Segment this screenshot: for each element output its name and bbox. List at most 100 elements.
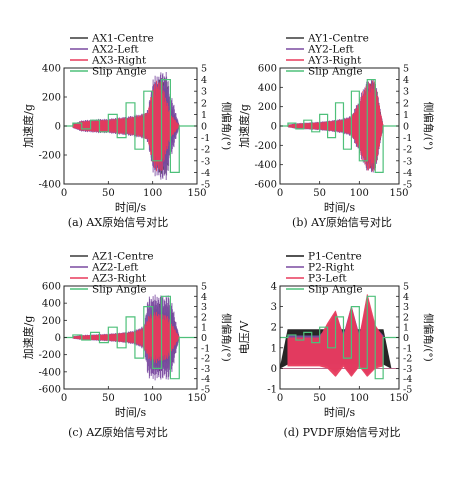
left-tick-label: 2: [271, 323, 277, 334]
right-tick-label: 5: [201, 282, 207, 293]
plot-area-b: [280, 79, 399, 173]
series-az3-right: [64, 311, 197, 364]
right-tick-label: 0: [403, 122, 409, 133]
legend-label: Slip Angle: [308, 66, 363, 78]
panel-caption: (a) AX原始信号对比: [68, 215, 168, 229]
right-tick-label: 2: [201, 312, 207, 323]
right-tick-label: 2: [403, 312, 409, 323]
slip-angle-line: [64, 295, 197, 380]
slip-angle-line: [280, 295, 399, 380]
x-tick-label: 150: [389, 188, 408, 199]
left-tick-label: -400: [39, 367, 61, 378]
x-tick-label: 150: [389, 393, 408, 404]
left-tick-label: -600: [255, 180, 277, 191]
legend-label: AY3-Right: [307, 55, 362, 67]
plot-area-c: [64, 294, 197, 381]
right-tick-label: -4: [403, 168, 412, 179]
plot-area-d: [280, 294, 399, 380]
left-tick-label: 3: [271, 302, 277, 313]
left-tick-label: 600: [258, 64, 277, 75]
legend-label: P1-Centre: [308, 251, 362, 263]
legend-label: Slip Angle: [92, 284, 147, 296]
x-tick-label: 100: [350, 188, 369, 199]
right-tick-label: -2: [403, 145, 412, 156]
x-tick-label: 100: [143, 393, 162, 404]
right-tick-label: 3: [201, 302, 207, 313]
x-axis-label: 时间/s: [115, 406, 147, 419]
y-axis-label-left: 加速度/g: [21, 104, 35, 148]
right-tick-label: 5: [403, 64, 409, 75]
x-tick-label: 0: [277, 393, 283, 404]
y-axis-label-left: 加速度/g: [237, 104, 251, 148]
legend-label: AZ3-Right: [91, 273, 147, 285]
series-ay3-right: [280, 80, 399, 172]
right-tick-label: 5: [201, 64, 207, 75]
legend-label: AX2-Left: [91, 44, 139, 56]
right-tick-label: -5: [403, 180, 412, 191]
left-tick-label: 1: [271, 343, 277, 354]
left-tick-label: -400: [39, 180, 61, 191]
left-tick-label: 0: [271, 122, 277, 133]
x-tick-label: 150: [187, 188, 206, 199]
x-tick-label: 50: [102, 188, 115, 199]
right-tick-label: 0: [201, 122, 207, 133]
right-tick-label: -2: [403, 354, 412, 365]
right-tick-label: 0: [403, 333, 409, 344]
x-tick-label: 50: [313, 393, 326, 404]
right-tick-label: 2: [403, 98, 409, 109]
right-tick-label: 4: [201, 75, 207, 86]
left-tick-label: 400: [42, 299, 61, 310]
x-tick-label: 100: [350, 393, 369, 404]
right-tick-label: 1: [201, 110, 207, 121]
y-axis-label-left: 电压/V: [238, 320, 251, 355]
legend-label: Slip Angle: [92, 66, 147, 78]
panel-caption: (d) PVDF原始信号对比: [284, 425, 401, 439]
panel-caption: (c) AZ原始信号对比: [68, 425, 168, 439]
left-tick-label: 0: [271, 364, 277, 375]
slip-angle-line: [280, 79, 399, 173]
y-axis-label-right: 侧偏角/(°): [422, 102, 435, 150]
legend-label: AX3-Right: [91, 55, 147, 67]
right-tick-label: 3: [403, 87, 409, 98]
series-ax3-right: [64, 80, 197, 172]
legend-label: AY2-Left: [307, 44, 354, 56]
plot-area-a: [64, 71, 197, 181]
left-tick-label: -200: [255, 141, 277, 152]
right-tick-label: 3: [403, 302, 409, 313]
y-axis-label-right: 侧偏角/(°): [220, 102, 233, 150]
legend-label: AY1-Centre: [307, 33, 369, 45]
y-axis-label-right: 侧偏角/(°): [422, 313, 435, 361]
right-tick-label: -1: [403, 343, 412, 354]
left-tick-label: 600: [42, 282, 61, 293]
left-tick-label: -400: [255, 160, 277, 171]
left-tick-label: 200: [258, 102, 277, 113]
left-tick-label: -200: [39, 151, 61, 162]
x-tick-label: 0: [61, 188, 67, 199]
left-tick-label: -1: [267, 385, 277, 396]
right-tick-label: -4: [201, 374, 210, 385]
right-tick-label: -2: [201, 354, 210, 365]
right-tick-label: -2: [201, 145, 210, 156]
panel-caption: (b) AY原始信号对比: [292, 215, 392, 229]
right-tick-label: 1: [403, 323, 409, 334]
x-tick-label: 0: [61, 393, 67, 404]
right-tick-label: -1: [403, 133, 412, 144]
x-axis-label: 时间/s: [115, 201, 147, 214]
x-axis-label: 时间/s: [324, 201, 356, 214]
left-tick-label: 0: [55, 122, 61, 133]
right-tick-label: -3: [201, 156, 210, 167]
right-tick-label: 4: [201, 292, 207, 303]
legend-label: AZ2-Left: [91, 262, 139, 274]
right-tick-label: 3: [201, 87, 207, 98]
x-tick-label: 50: [313, 188, 326, 199]
left-tick-label: 400: [42, 64, 61, 75]
right-tick-label: -1: [201, 343, 210, 354]
right-tick-label: 5: [403, 282, 409, 293]
left-tick-label: -200: [39, 350, 61, 361]
x-tick-label: 150: [187, 393, 206, 404]
